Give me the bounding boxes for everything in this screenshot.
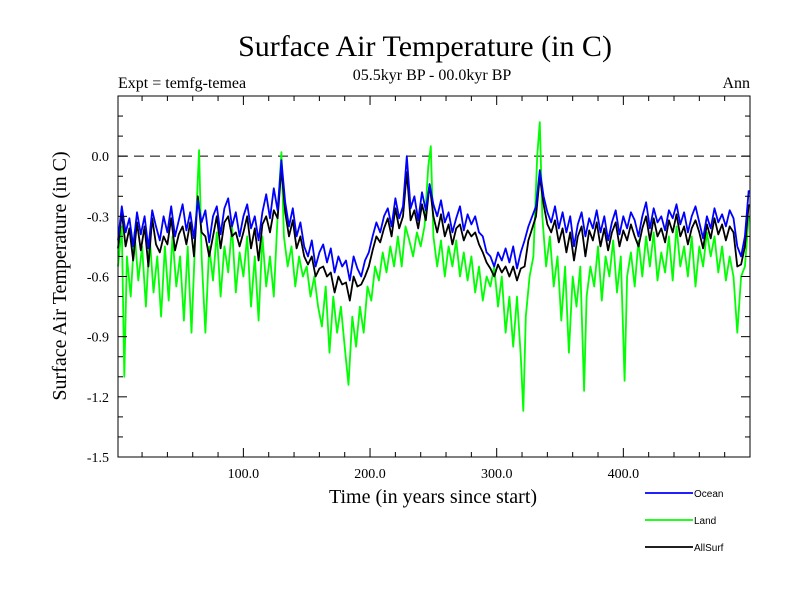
plot-area: 100.0 200.0 300.0 400.0 0.0 -0.3 -0.6 -0.9 -1.2 -… [87, 95, 751, 482]
series-line-land [117, 121, 750, 412]
legend-label-allsurf: AllSurf [694, 543, 724, 554]
x-tick-label: 100.0 [228, 467, 260, 482]
experiment-label: Expt = temfg-temea [118, 75, 246, 92]
y-tick-label: -0.3 [87, 210, 109, 225]
y-tick-label: -0.9 [87, 331, 109, 346]
legend: Ocean Land AllSurf [645, 489, 724, 554]
season-label: Ann [722, 75, 750, 92]
y-tick-label: 0.0 [92, 150, 110, 165]
x-axis-label: Time (in years since start) [329, 486, 537, 508]
y-tick-label: -1.2 [87, 391, 109, 406]
series-line-allsurf [117, 167, 750, 302]
y-tick-label: -1.5 [87, 451, 109, 466]
chart-subtitle: 05.5kyr BP - 00.0kyr BP [353, 67, 512, 84]
x-tick-label: 200.0 [354, 467, 386, 482]
x-tick-label: 400.0 [608, 467, 640, 482]
x-tick-label: 300.0 [481, 467, 513, 482]
y-axis-label: Surface Air Temperature (in C) [49, 151, 71, 400]
legend-label-land: Land [694, 516, 716, 527]
y-tick-label: -0.6 [87, 271, 109, 286]
series-line-ocean [117, 155, 750, 282]
legend-label-ocean: Ocean [694, 489, 723, 500]
chart-title: Surface Air Temperature (in C) [238, 30, 612, 63]
